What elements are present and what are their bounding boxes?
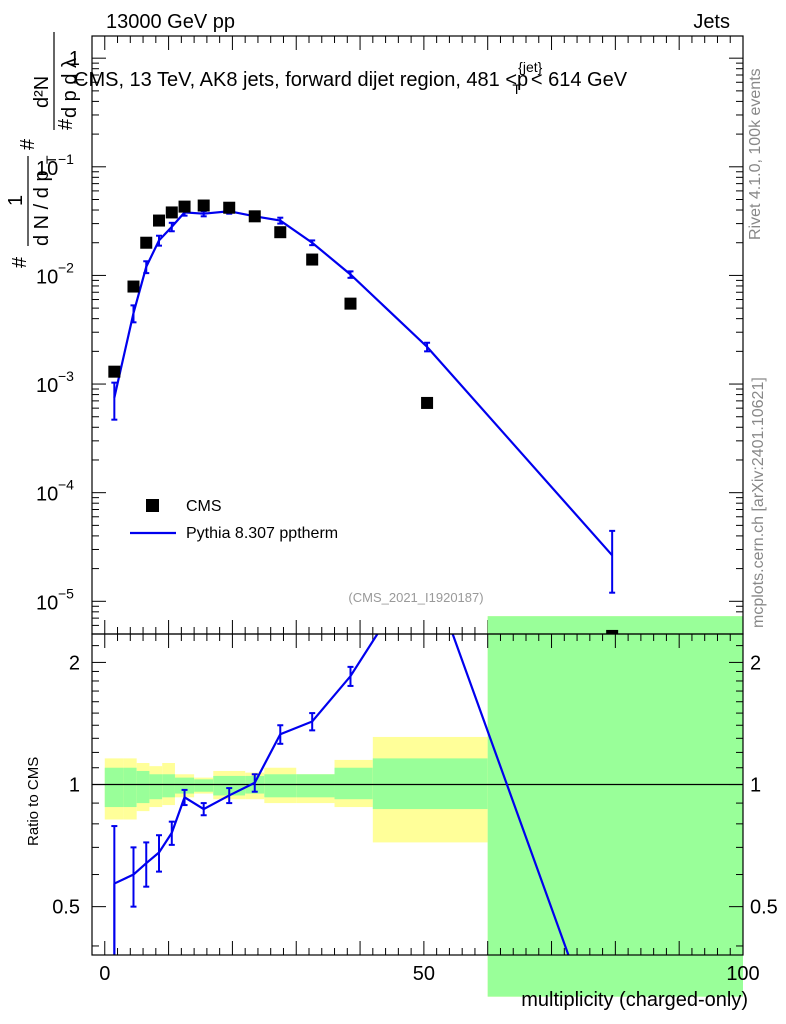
- data-point: [421, 396, 434, 409]
- y-tick-label-main: 1: [69, 48, 80, 70]
- ratio-panel-frame: [91, 633, 744, 956]
- ratio-y-tick-label-right: 1: [750, 775, 761, 797]
- x-axis-label: multiplicity (charged-only): [521, 989, 748, 1011]
- ylabel-hash-1: #: [9, 256, 31, 268]
- mc-line: [113, 210, 613, 557]
- band-inner: [149, 774, 163, 800]
- legend-data-marker: [146, 499, 159, 512]
- band-inner: [194, 779, 214, 792]
- title-sup: {jet}: [518, 59, 542, 75]
- ylabel-hash-3: #: [55, 118, 77, 130]
- band-inner: [123, 767, 137, 808]
- y-tick-label-exp: −5: [58, 585, 74, 601]
- legend-mc-label: Pythia 8.307 pptherm: [186, 525, 338, 542]
- x-tick-label: 0: [99, 963, 110, 985]
- legend-data-label: CMS: [186, 498, 222, 515]
- y-tick-label-main: 10: [36, 375, 58, 397]
- data-point: [165, 206, 178, 219]
- ratio-y-tick-label-right: 0.5: [750, 897, 778, 919]
- ylabel-dpdl: d p d λ: [59, 58, 81, 118]
- mc-series: [111, 207, 616, 594]
- ylabel-one: 1: [5, 195, 27, 206]
- y-axis-label-ratio: Ratio to CMS: [25, 757, 42, 846]
- band-inner: [487, 616, 743, 997]
- data-point: [248, 210, 261, 223]
- legend: CMS Pythia 8.307 pptherm: [130, 498, 338, 542]
- y-tick-label-exp: −3: [58, 368, 74, 384]
- y-tick-label-exp: −4: [58, 477, 74, 493]
- data-point: [344, 297, 357, 310]
- y-axis-label-main: # 1 d N / d p T # # d²N d p d λ T: [5, 32, 87, 268]
- band-inner: [174, 777, 195, 794]
- band-inner: [372, 758, 488, 810]
- title-suffix: < 614 GeV: [531, 69, 628, 91]
- band-inner: [264, 774, 297, 798]
- title-sub: T: [512, 81, 521, 97]
- data-point: [223, 201, 236, 214]
- ylabel-d2n: d²N: [31, 76, 53, 108]
- ylabel-dn: d N / d p: [31, 170, 53, 246]
- ylabel-hash-2: #: [17, 138, 39, 150]
- data-point: [127, 280, 140, 293]
- header-left: 13000 GeV pp: [106, 11, 235, 33]
- ratio-mc-series: [111, 634, 570, 955]
- data-series: [108, 199, 619, 634]
- ylabel-t-1: T: [43, 155, 59, 164]
- band-inner: [104, 767, 124, 808]
- ratio-y-tick-label-right: 2: [750, 652, 761, 674]
- main-panel-background: [92, 36, 743, 634]
- data-point: [153, 214, 166, 227]
- data-point: [140, 236, 153, 249]
- x-tick-label: 50: [413, 963, 435, 985]
- y-tick-label-main: 10: [36, 484, 58, 506]
- analysis-tag: (CMS_2021_I1920187): [348, 590, 483, 605]
- y-tick-label-main: 10: [36, 266, 58, 288]
- x-tick-label: 100: [726, 963, 759, 985]
- band-inner: [162, 774, 175, 798]
- data-point: [197, 199, 210, 212]
- data-point: [606, 629, 619, 634]
- title-prefix: CMS, 13 TeV, AK8 jets, forward dijet reg…: [74, 69, 517, 91]
- band-inner: [136, 770, 150, 804]
- y-tick-label-exp: −2: [58, 259, 74, 275]
- ratio-y-tick-label-left: 0.5: [52, 897, 80, 919]
- ratio-y-tick-label-left: 2: [69, 652, 80, 674]
- data-point: [274, 226, 287, 239]
- band-inner: [334, 767, 373, 800]
- data-point: [108, 365, 121, 378]
- y-tick-label-main: 10: [36, 158, 58, 180]
- mcplots-label: mcplots.cern.ch [arXiv:2401.10621]: [750, 377, 767, 628]
- band-inner: [296, 774, 335, 798]
- ratio-y-tick-label-left: 1: [69, 775, 80, 797]
- ylabel-t-2: T: [71, 75, 87, 84]
- y-tick-label-exp: −1: [58, 151, 74, 167]
- data-point: [178, 200, 191, 213]
- title-p: p: [517, 69, 528, 91]
- y-tick-label-main: 10: [36, 592, 58, 614]
- rivet-label: Rivet 4.1.0, 100k events: [747, 68, 764, 240]
- data-point: [306, 253, 319, 266]
- chart-title: CMS, 13 TeV, AK8 jets, forward dijet reg…: [74, 59, 628, 97]
- header-right: Jets: [693, 11, 730, 33]
- x-tick-labels: 0 50 100: [99, 963, 759, 985]
- ratio-uncertainty-bands: [104, 616, 743, 997]
